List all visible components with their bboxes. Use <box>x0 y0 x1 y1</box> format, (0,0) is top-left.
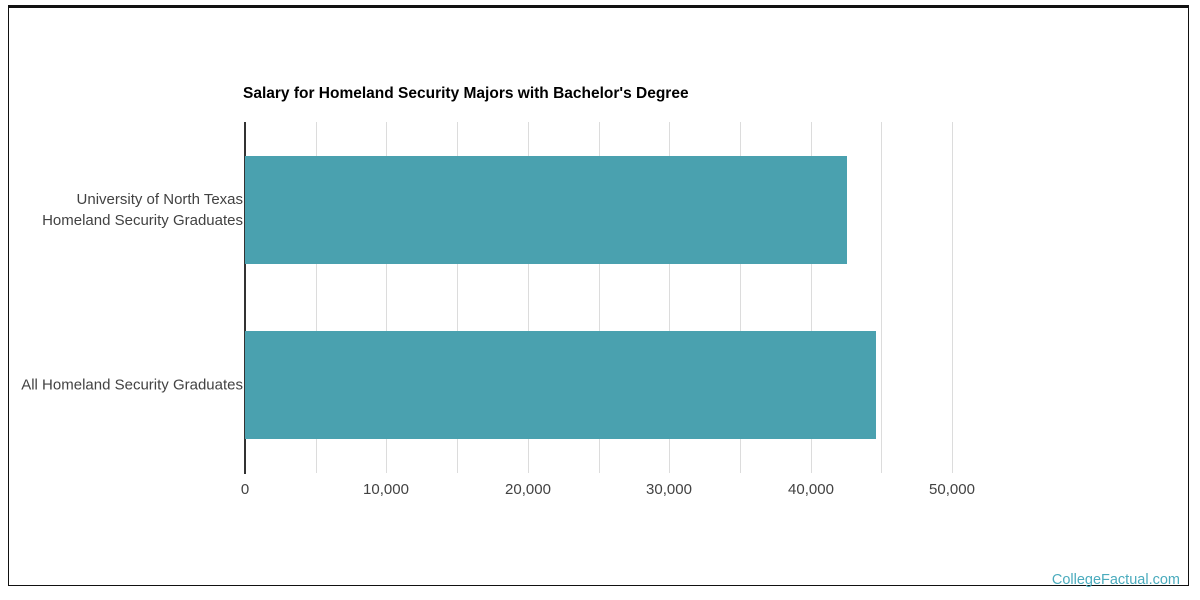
x-tick-label: 10,000 <box>363 481 409 498</box>
x-tick-label: 30,000 <box>646 481 692 498</box>
gridline <box>740 122 741 473</box>
x-tick-label: 40,000 <box>788 481 834 498</box>
chart-frame <box>8 5 1189 586</box>
gridline <box>528 122 529 473</box>
gridline <box>599 122 600 473</box>
collegefactual-watermark-link[interactable]: CollegeFactual.com <box>1051 572 1180 588</box>
chart-bar <box>245 156 847 264</box>
plot-area <box>244 122 1058 474</box>
gridline <box>952 122 953 473</box>
gridline <box>457 122 458 473</box>
x-tick-label: 50,000 <box>929 481 975 498</box>
x-tick-label: 20,000 <box>505 481 551 498</box>
category-label: All Homeland Security Graduates <box>21 376 243 394</box>
category-label: University of North Texas Homeland Securi… <box>42 191 243 229</box>
gridline <box>881 122 882 473</box>
gridline <box>316 122 317 473</box>
chart-title: Salary for Homeland Security Majors with… <box>243 85 689 102</box>
x-tick-label: 0 <box>240 481 250 498</box>
gridline <box>669 122 670 473</box>
y-axis-baseline <box>244 122 246 474</box>
gridline <box>811 122 812 473</box>
chart-bar <box>245 331 876 439</box>
gridline <box>386 122 387 473</box>
